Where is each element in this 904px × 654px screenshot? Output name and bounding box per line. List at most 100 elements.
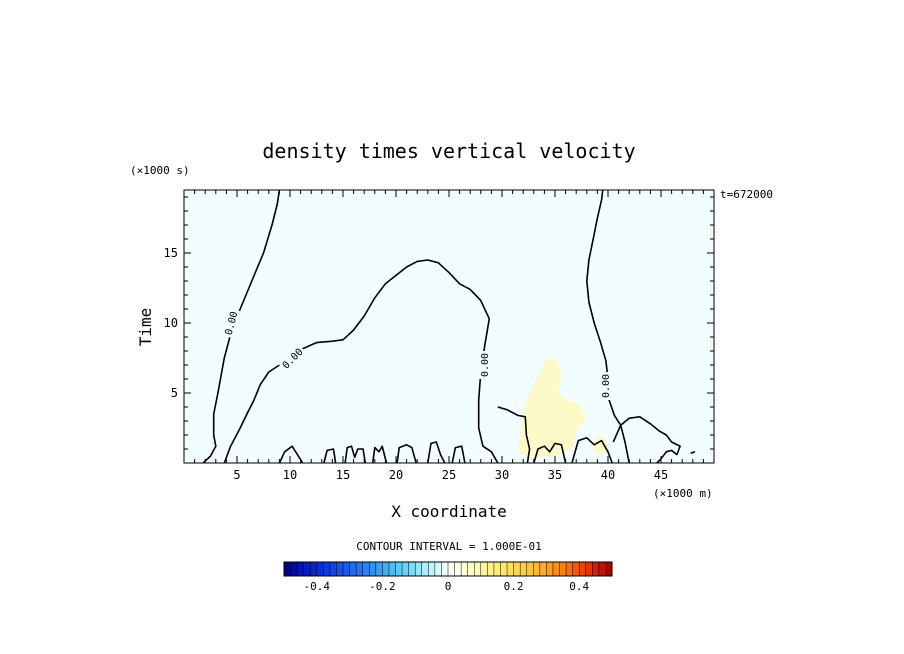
y-axis-label: Time: [136, 308, 155, 347]
colorbar-cell: [382, 562, 390, 576]
colorbar-cell: [428, 562, 436, 576]
positive-patches: [517, 358, 608, 458]
y-unit-label: (×1000 s): [130, 164, 190, 177]
zero-contour-line: [371, 445, 388, 464]
colorbar-cell: [441, 562, 449, 576]
colorbar-cell: [461, 562, 468, 576]
colorbar-tick-label: 0: [445, 580, 452, 593]
colorbar-cell: [552, 562, 560, 576]
zero-contour-line: [612, 416, 681, 464]
colorbar-cell: [316, 562, 324, 576]
plot-background: [184, 190, 714, 463]
contour-label: 0.00: [601, 374, 612, 398]
x-tick-label: 40: [601, 468, 615, 482]
colorbar-cell: [336, 562, 344, 576]
colorbar-cell: [533, 562, 541, 576]
colorbar-cell: [474, 562, 482, 576]
colorbar-cell: [507, 562, 514, 576]
colorbar-cell: [546, 562, 554, 576]
y-tick-label: 10: [164, 316, 178, 330]
zero-contour-line: [690, 451, 696, 454]
positive-patch: [593, 435, 608, 455]
y-tick-label: 15: [164, 246, 178, 260]
colorbar-cell: [323, 562, 331, 576]
colorbar-cell: [349, 562, 357, 576]
colorbar-cell: [290, 562, 298, 576]
x-tick-label: 20: [389, 468, 403, 482]
colorbar-cell: [303, 562, 311, 576]
colorbar-cell: [572, 562, 580, 576]
colorbar-cell: [559, 562, 567, 576]
x-tick-label: 10: [283, 468, 297, 482]
colorbar-cell: [434, 562, 442, 576]
colorbar-cell: [421, 562, 429, 576]
zero-contour-line: [427, 441, 446, 464]
x-tick-label: 15: [336, 468, 350, 482]
colorbar-cell: [395, 562, 403, 576]
colorbar-cell: [500, 562, 508, 576]
colorbar-cell: [408, 562, 416, 576]
colorbar-cell: [310, 562, 318, 576]
colorbar-tick-label: -0.4: [304, 580, 331, 593]
colorbar-cell: [415, 562, 423, 576]
colorbar-tick-label: 0.4: [569, 580, 589, 593]
contour-label: 0.00: [480, 353, 491, 377]
contour-label-bg: [221, 307, 241, 339]
colorbar-cell: [513, 562, 521, 576]
x-axis-label: X coordinate: [391, 502, 507, 521]
colorbar-cell: [356, 562, 364, 576]
colorbar-tick-label: 0.2: [504, 580, 524, 593]
colorbar-cell: [369, 562, 377, 576]
x-tick-label: 5: [233, 468, 240, 482]
colorbar-cell: [539, 562, 547, 576]
colorbar-cell: [605, 562, 613, 576]
colorbar-cell: [579, 562, 587, 576]
x-unit-label: (×1000 m): [653, 487, 713, 500]
zero-contour-line: [586, 189, 630, 464]
colorbar-cell: [598, 562, 606, 576]
contour-label-bg: [277, 343, 307, 373]
colorbar-cell: [520, 562, 528, 576]
colorbar-cell: [297, 562, 304, 576]
colorbar-cell: [448, 562, 455, 576]
colorbar-cell: [592, 562, 600, 576]
zero-contours: [202, 189, 696, 464]
time-stamp: t=672000: [720, 188, 773, 201]
colorbar-cell: [467, 562, 475, 576]
zero-contour-line: [344, 445, 367, 464]
zero-contour-line: [396, 444, 417, 464]
y-tick-label: 5: [171, 386, 178, 400]
colorbar-cell: [454, 562, 462, 576]
x-tick-label: 30: [495, 468, 509, 482]
zero-contour-line: [323, 448, 337, 464]
colorbar-cell: [362, 562, 370, 576]
colorbar-cell: [329, 562, 337, 576]
colorbar-cell: [487, 562, 495, 576]
colorbar-cell: [402, 562, 409, 576]
colorbar-cell: [526, 562, 534, 576]
contour-interval-text: CONTOUR INTERVAL = 1.000E-01: [356, 540, 541, 553]
colorbar-frame: [283, 561, 613, 577]
colorbar-tick-label: -0.2: [369, 580, 396, 593]
colorbar-cell: [284, 562, 291, 576]
colorbar-cell: [343, 562, 350, 576]
contour-label-bg: [477, 351, 490, 379]
zero-contour-line: [571, 437, 613, 464]
zero-contour-line: [533, 442, 567, 464]
colorbar-cell: [493, 562, 501, 576]
x-tick-label: 35: [548, 468, 562, 482]
colorbar-cell: [480, 562, 488, 576]
contour-label-bg: [598, 372, 611, 400]
colorbar-cell: [566, 562, 573, 576]
x-tick-label: 25: [442, 468, 456, 482]
zero-contour-line: [451, 445, 466, 464]
positive-patch: [517, 358, 585, 458]
colorbar-cell: [585, 562, 593, 576]
colorbar-cell: [375, 562, 383, 576]
zero-contour-line: [278, 445, 304, 464]
zero-contour-line: [202, 189, 281, 464]
axis-ticks: 5 10 15 20 25 30 35 40 45 5 10 15: [164, 190, 714, 482]
chart-title: density times vertical velocity: [262, 139, 635, 163]
x-tick-label: 45: [654, 468, 668, 482]
